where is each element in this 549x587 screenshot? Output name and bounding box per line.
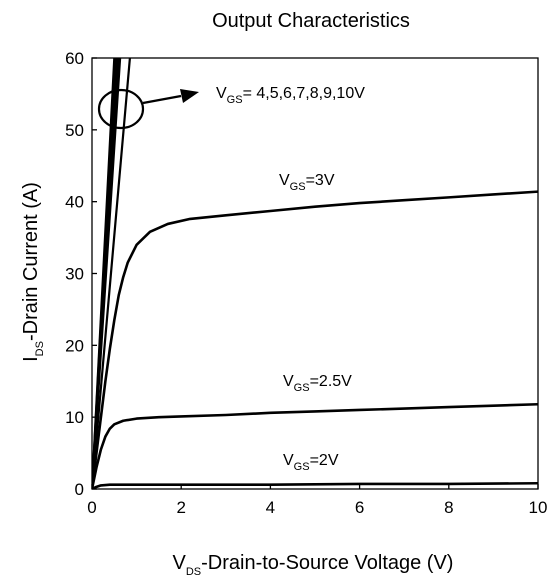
annotation-vgs-3v-rest: =3V: [306, 172, 335, 189]
annotation-vgs-3v-main: V: [279, 172, 290, 189]
y-tick-label: 20: [65, 336, 84, 355]
x-axis-label-main: V: [173, 552, 187, 574]
y-tick-label: 10: [65, 408, 84, 427]
chart-title: Output Characteristics: [212, 10, 410, 32]
y-tick-label: 0: [75, 480, 84, 499]
y-axis-label-text: IDS-Drain Current (A): [20, 182, 46, 362]
y-tick-label: 30: [65, 265, 84, 284]
annotation-vgs-high: VGS= 4,5,6,7,8,9,10V: [216, 85, 365, 106]
annotation-vgs-2-5v-main: V: [283, 373, 294, 390]
annotation-vgs-2-5v: VGS=2.5V: [283, 373, 352, 394]
y-axis-label-main: I: [20, 356, 42, 362]
y-tick-label: 60: [65, 49, 84, 68]
annotation-vgs-2-5v-rest: =2.5V: [310, 373, 353, 390]
y-axis-label-sub: DS: [34, 341, 46, 356]
x-axis-label: VDS-Drain-to-Source Voltage (V): [173, 552, 454, 578]
x-tick-label: 10: [529, 498, 548, 517]
annotation-vgs-3v-sub: GS: [290, 181, 306, 193]
y-axis-label-rest: -Drain Current (A): [20, 182, 42, 341]
series-layer: [92, 58, 538, 489]
annotation-vgs-2v-main: V: [283, 452, 294, 469]
x-tick-label: 6: [355, 498, 364, 517]
annotation-vgs-2-5v-sub: GS: [294, 382, 310, 394]
plot-frame: [91, 57, 539, 490]
x-axis: 0 2 4 6 8 10: [87, 484, 547, 517]
x-tick-label: 8: [444, 498, 453, 517]
annotation-arrow-shaft: [142, 94, 182, 105]
x-tick-label: 0: [87, 498, 96, 517]
annotation-vgs-high-main: V: [216, 85, 227, 102]
annotation-vgs-2v-sub: GS: [294, 461, 310, 473]
annotation-vgs-high-rest: = 4,5,6,7,8,9,10V: [243, 85, 366, 102]
x-axis-label-rest: -Drain-to-Source Voltage (V): [201, 552, 453, 574]
x-axis-label-sub: DS: [186, 566, 201, 578]
series-line-6: [92, 58, 132, 489]
y-tick-label: 40: [65, 193, 84, 212]
series-line-8: [92, 402, 538, 489]
series-line-7: [92, 190, 538, 489]
x-tick-label: 4: [266, 498, 275, 517]
steep-bundle-highlight-circle: [97, 88, 145, 130]
x-tick-label: 2: [176, 498, 185, 517]
y-tick-label: 50: [65, 121, 84, 140]
annotation-arrow-head: [180, 89, 199, 103]
annotation-vgs-3v: VGS=3V: [279, 172, 335, 193]
annotation-vgs-2v: VGS=2V: [283, 452, 339, 473]
annotation-vgs-2v-rest: =2V: [310, 452, 339, 469]
annotation-vgs-high-sub: GS: [227, 94, 243, 106]
y-axis: 0 10 20 30 40 50 60: [65, 49, 97, 499]
series-line-9: [92, 481, 538, 489]
